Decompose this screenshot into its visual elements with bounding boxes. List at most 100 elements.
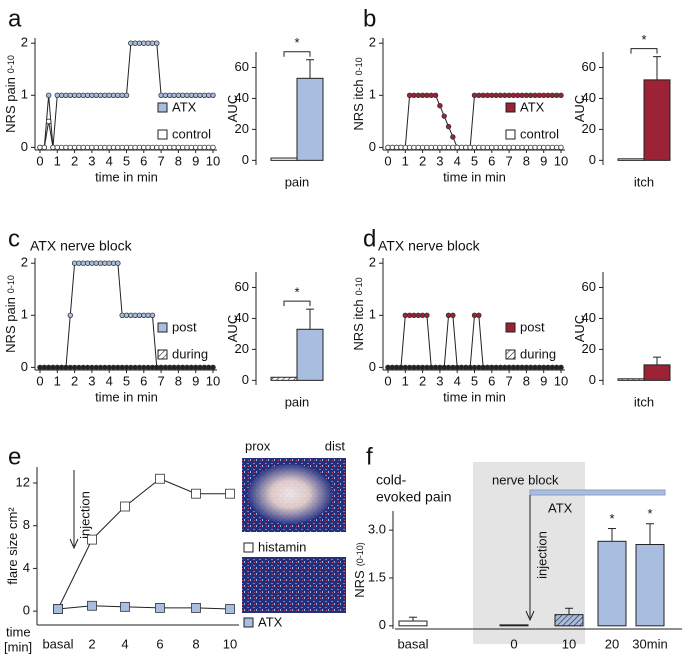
x-tick-label: 0 <box>384 153 391 168</box>
data-point <box>76 144 82 151</box>
x-tick-label: basal <box>42 636 73 651</box>
data-point <box>424 364 430 371</box>
data-point <box>393 144 400 151</box>
data-point <box>158 144 164 151</box>
data-point <box>415 312 421 319</box>
legend-label: during <box>520 346 556 361</box>
flare <box>248 464 332 524</box>
data-point <box>97 260 104 266</box>
y-tick-label: 2 <box>369 35 376 50</box>
data-point <box>84 92 91 99</box>
data-point <box>458 364 465 371</box>
data-point <box>406 312 413 319</box>
legend-swatch <box>157 129 168 140</box>
data-point <box>58 364 65 371</box>
data-point <box>493 364 499 371</box>
y-tick-label: 20 <box>235 121 249 136</box>
data-point <box>97 364 104 371</box>
data-point <box>76 364 82 371</box>
data-point <box>197 144 203 151</box>
error-bar <box>608 528 616 542</box>
data-point <box>102 144 108 151</box>
data-point <box>549 92 556 99</box>
legend-label: post <box>520 319 545 334</box>
data-point <box>558 144 564 151</box>
data-point <box>155 603 165 613</box>
legend-swatch <box>157 322 168 333</box>
data-point <box>89 260 95 266</box>
data-point <box>393 364 400 371</box>
data-point <box>528 364 534 371</box>
data-point <box>162 364 169 371</box>
data-point <box>201 144 208 151</box>
data-point <box>476 312 482 319</box>
x-tick-label: 5 <box>471 373 478 388</box>
data-point <box>510 92 517 99</box>
x-tick-label: 7 <box>157 153 164 168</box>
y-axis-label-main: NRS <box>352 570 367 598</box>
x-tick-label: 6 <box>140 373 147 388</box>
data-point <box>162 144 169 151</box>
data-point <box>180 92 186 99</box>
data-point <box>389 364 396 371</box>
x-tick-label: 3 <box>436 373 443 388</box>
x-tick-label: 0 <box>36 153 43 168</box>
x-tick-label: 3 <box>436 153 443 168</box>
x-tick-label: 0 <box>36 373 43 388</box>
data-point <box>132 312 138 319</box>
data-point <box>119 364 125 371</box>
bar <box>597 540 627 627</box>
y-tick-label: 2 <box>369 255 376 270</box>
data-point <box>115 92 121 99</box>
x-tick-label: 10 <box>562 636 576 651</box>
x-tick-label: 10 <box>554 153 568 168</box>
data-point <box>480 364 486 371</box>
legend-swatch <box>157 349 168 360</box>
y-axis-label-main: NRS itch <box>351 299 366 350</box>
x-tick-label: 1 <box>54 153 61 168</box>
data-point <box>510 144 517 151</box>
data-point <box>458 144 465 151</box>
data-point <box>192 364 199 371</box>
panel-letter: b <box>363 5 376 32</box>
data-point <box>175 92 182 99</box>
data-point <box>406 144 413 151</box>
data-point <box>123 92 130 99</box>
x-tick-label: 4 <box>454 153 461 168</box>
x-tick-label: 2 <box>88 636 95 651</box>
x-axis-label: time in min <box>443 389 506 404</box>
legend-swatch <box>505 102 516 113</box>
data-point <box>519 92 525 99</box>
data-point <box>502 92 508 99</box>
data-point <box>53 604 63 614</box>
error-bar <box>653 56 661 80</box>
data-point <box>411 92 417 99</box>
x-tick-label: 2 <box>419 153 426 168</box>
error-bar <box>306 308 314 330</box>
significance: * <box>294 35 299 50</box>
y-tick-label: 40 <box>582 310 596 325</box>
x-axis-unit: [min] <box>4 639 32 654</box>
data-point <box>45 118 52 125</box>
data-point <box>419 312 426 319</box>
x-tick-label: 6 <box>488 373 495 388</box>
error-bar <box>646 523 654 545</box>
y-tick-label: 0 <box>589 372 596 387</box>
data-point <box>110 260 117 266</box>
data-point <box>71 364 78 371</box>
data-point <box>385 144 391 151</box>
data-point <box>180 364 186 371</box>
data-point <box>445 364 452 371</box>
data-point <box>58 144 65 151</box>
data-point <box>63 144 69 151</box>
data-point <box>141 364 147 371</box>
legend-swatch <box>505 349 516 360</box>
bar <box>398 620 428 627</box>
data-point <box>450 312 456 319</box>
data-point <box>210 92 216 99</box>
drug-label: ATX <box>548 500 573 515</box>
y-axis-label: NRS pain 0-10 <box>3 275 18 353</box>
y-tick-label: 2 <box>21 255 28 270</box>
data-point <box>484 144 491 151</box>
data-point <box>441 364 447 371</box>
